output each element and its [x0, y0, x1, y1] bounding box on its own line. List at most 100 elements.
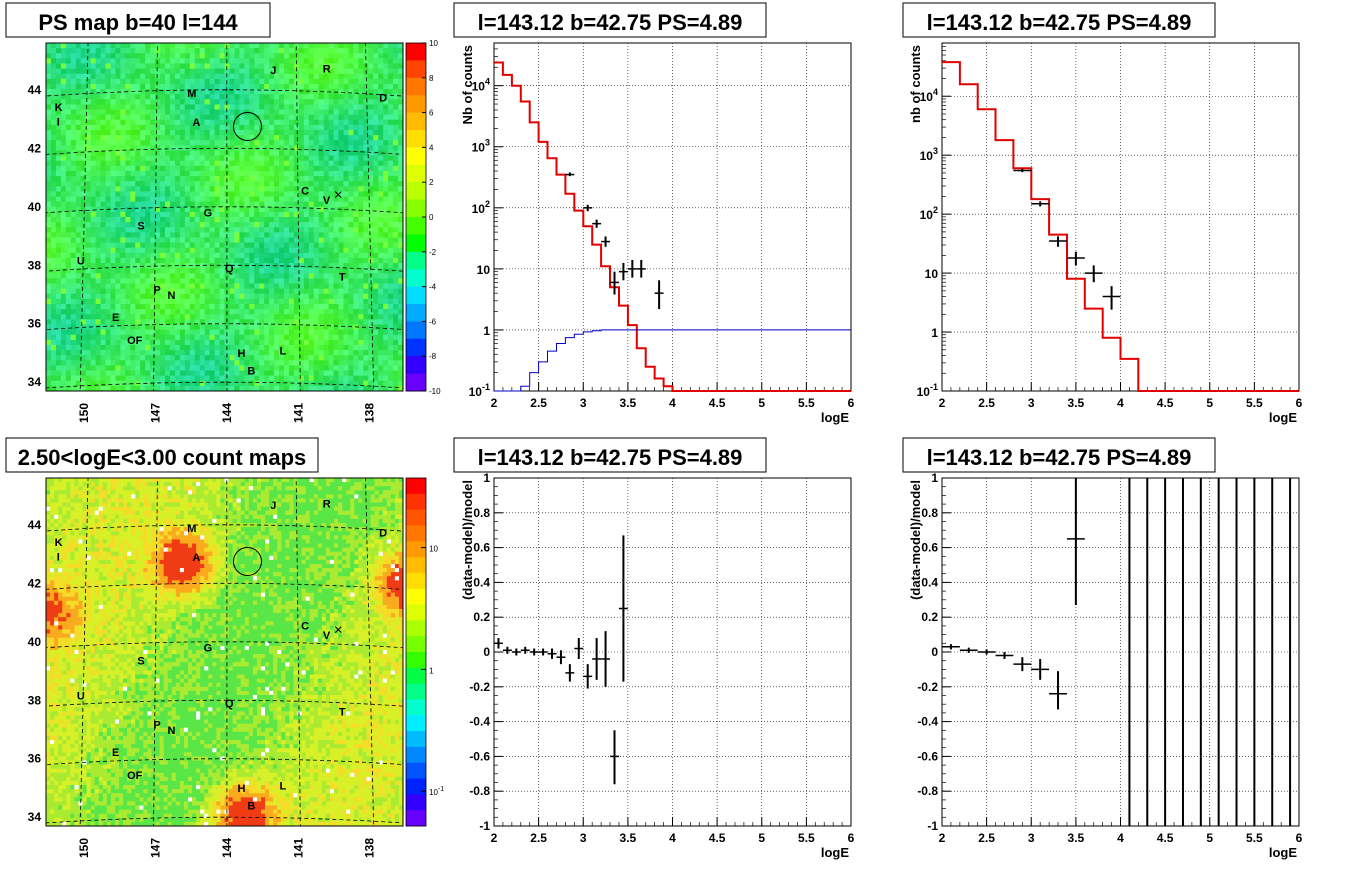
- map-pixel: [318, 43, 325, 49]
- map-pixel: [55, 63, 62, 69]
- map-pixel: [160, 63, 166, 69]
- map-pixel: [284, 63, 290, 69]
- map-pixel: [293, 293, 300, 300]
- map-pixel: [234, 232, 240, 238]
- map-pixel: [284, 278, 290, 284]
- map-pixel: [229, 58, 235, 64]
- map-pixel: [95, 263, 101, 269]
- map-pixel: [204, 109, 211, 116]
- map-pixel: [120, 350, 126, 356]
- map-pixel: [179, 324, 186, 330]
- map-pixel: [179, 63, 186, 69]
- map-pixel: [313, 309, 320, 315]
- map-pixel: [160, 385, 166, 392]
- map-pixel: [85, 196, 92, 203]
- map-pixel: [358, 329, 364, 336]
- map-pixel: [373, 247, 379, 254]
- map-pixel: [383, 257, 389, 264]
- map-pixel: [189, 78, 196, 85]
- map-pixel: [199, 181, 206, 187]
- map-pixel: [338, 298, 344, 305]
- map-pixel: [383, 211, 389, 218]
- map-pixel: [293, 355, 300, 361]
- map-pixel: [189, 191, 196, 197]
- map-pixel: [95, 206, 101, 213]
- map-pixel: [338, 109, 344, 116]
- map-pixel: [160, 99, 166, 105]
- map-pixel: [318, 130, 325, 136]
- map-pixel: [70, 89, 77, 95]
- map-pixel: [259, 63, 265, 69]
- map-pixel: [95, 304, 101, 310]
- map-pixel: [279, 344, 285, 351]
- map-pixel: [120, 268, 126, 274]
- map-pixel: [264, 227, 270, 233]
- map-pixel: [50, 119, 57, 126]
- map-pixel: [383, 145, 389, 151]
- palette-swatch: [406, 164, 426, 183]
- map-pixel: [214, 109, 220, 116]
- map-pixel: [95, 53, 101, 59]
- map-pixel: [75, 155, 82, 162]
- map-pixel: [165, 109, 171, 116]
- map-pixel: [323, 53, 330, 59]
- map-pixel: [293, 124, 300, 131]
- map-pixel: [194, 222, 201, 228]
- map-pixel: [343, 191, 349, 197]
- map-pixel: [46, 329, 52, 336]
- map-pixel: [140, 186, 146, 192]
- map-pixel: [343, 293, 349, 300]
- map-pixel: [388, 334, 394, 341]
- map-pixel: [105, 319, 111, 325]
- map-pixel: [46, 201, 52, 208]
- map-pixel: [100, 257, 106, 264]
- map-pixel: [209, 257, 215, 264]
- map-pixel: [55, 242, 62, 249]
- map-pixel: [165, 385, 171, 392]
- map-pixel: [269, 314, 275, 320]
- map-pixel: [194, 73, 201, 80]
- map-pixel: [229, 63, 235, 69]
- map-pixel: [155, 298, 161, 305]
- map-pixel: [60, 309, 67, 315]
- map-pixel: [95, 130, 101, 136]
- map-pixel: [155, 288, 161, 295]
- map-pixel: [204, 43, 211, 49]
- map-pixel: [70, 73, 77, 80]
- map-pixel: [199, 150, 206, 156]
- map-pixel: [313, 176, 320, 182]
- map-pixel: [363, 263, 369, 269]
- map-pixel: [150, 165, 156, 172]
- map-pixel: [100, 78, 106, 85]
- map-pixel: [368, 350, 374, 356]
- map-pixel: [150, 370, 156, 377]
- map-pixel: [204, 63, 211, 69]
- map-pixel: [288, 319, 295, 325]
- map-pixel: [264, 319, 270, 325]
- map-pixel: [219, 304, 225, 310]
- map-pixel: [318, 53, 325, 59]
- map-pixel: [60, 201, 67, 208]
- map-pixel: [308, 334, 315, 341]
- map-pixel: [363, 304, 369, 310]
- map-pixel: [95, 309, 101, 315]
- map-pixel: [174, 196, 181, 203]
- map-pixel: [155, 201, 161, 208]
- map-pixel: [353, 191, 359, 197]
- map-pixel: [194, 63, 201, 69]
- map-pixel: [279, 339, 285, 346]
- map-pixel: [388, 329, 394, 336]
- map-pixel: [323, 314, 330, 320]
- map-pixel: [388, 206, 394, 213]
- map-pixel: [85, 257, 92, 264]
- map-pixel: [194, 140, 201, 146]
- map-pixel: [150, 304, 156, 310]
- map-pixel: [199, 350, 206, 356]
- map-pixel: [85, 63, 92, 69]
- map-pixel: [209, 140, 215, 146]
- map-pixel: [115, 109, 121, 116]
- map-pixel: [120, 130, 126, 136]
- map-pixel: [125, 124, 131, 131]
- map-pixel: [50, 130, 57, 136]
- map-pixel: [239, 319, 245, 325]
